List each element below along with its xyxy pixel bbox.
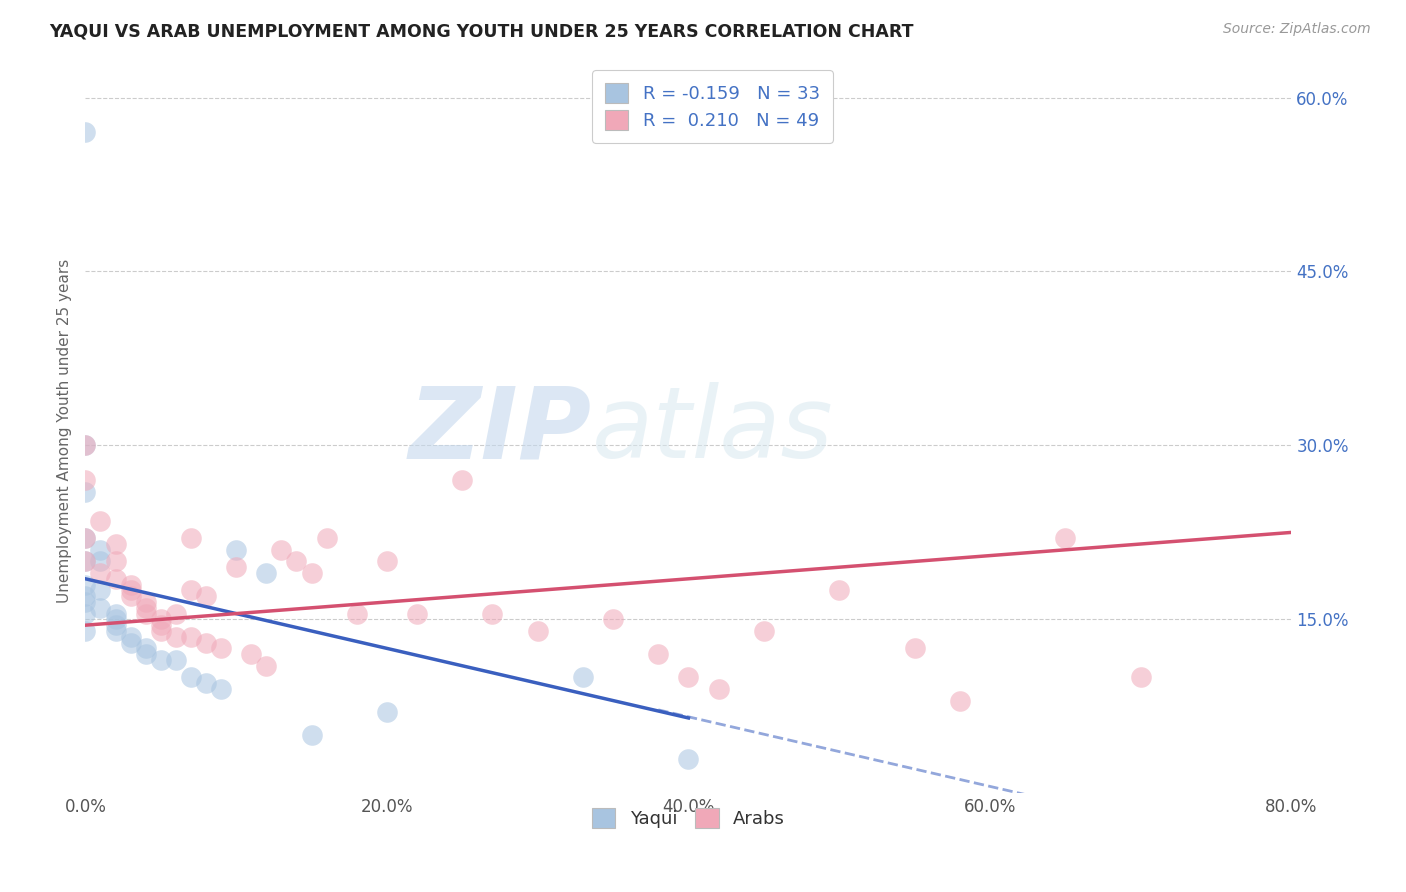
Point — [149, 612, 172, 626]
Point — [135, 595, 157, 609]
Point — [89, 554, 111, 568]
Point — [165, 607, 187, 621]
Point — [254, 658, 277, 673]
Point — [104, 612, 127, 626]
Point — [195, 676, 218, 690]
Point — [120, 583, 142, 598]
Point — [104, 618, 127, 632]
Point — [89, 566, 111, 580]
Point — [752, 624, 775, 638]
Point — [104, 537, 127, 551]
Point — [104, 624, 127, 638]
Point — [75, 438, 97, 452]
Point — [75, 595, 97, 609]
Point — [89, 542, 111, 557]
Point — [949, 693, 972, 707]
Point — [165, 653, 187, 667]
Point — [89, 600, 111, 615]
Legend: Yaqui, Arabs: Yaqui, Arabs — [585, 801, 792, 835]
Point — [75, 484, 97, 499]
Point — [602, 612, 624, 626]
Point — [120, 635, 142, 649]
Point — [149, 618, 172, 632]
Point — [225, 560, 247, 574]
Text: ZIP: ZIP — [409, 383, 592, 479]
Point — [315, 531, 337, 545]
Point — [301, 566, 323, 580]
Point — [195, 635, 218, 649]
Point — [75, 554, 97, 568]
Point — [75, 125, 97, 139]
Point — [346, 607, 368, 621]
Point — [104, 554, 127, 568]
Point — [135, 607, 157, 621]
Point — [75, 589, 97, 603]
Point — [135, 600, 157, 615]
Point — [301, 728, 323, 742]
Point — [75, 607, 97, 621]
Point — [120, 589, 142, 603]
Point — [75, 531, 97, 545]
Text: atlas: atlas — [592, 383, 834, 479]
Point — [1129, 670, 1152, 684]
Point — [828, 583, 851, 598]
Point — [180, 531, 202, 545]
Point — [572, 670, 595, 684]
Text: YAQUI VS ARAB UNEMPLOYMENT AMONG YOUTH UNDER 25 YEARS CORRELATION CHART: YAQUI VS ARAB UNEMPLOYMENT AMONG YOUTH U… — [49, 22, 914, 40]
Point — [180, 630, 202, 644]
Point — [120, 630, 142, 644]
Point — [165, 630, 187, 644]
Y-axis label: Unemployment Among Youth under 25 years: Unemployment Among Youth under 25 years — [58, 259, 72, 603]
Point — [406, 607, 429, 621]
Point — [104, 572, 127, 586]
Point — [270, 542, 292, 557]
Point — [180, 583, 202, 598]
Point — [678, 670, 700, 684]
Point — [240, 647, 263, 661]
Point — [89, 514, 111, 528]
Point — [375, 554, 398, 568]
Point — [225, 542, 247, 557]
Point — [75, 554, 97, 568]
Point — [647, 647, 669, 661]
Point — [903, 641, 925, 656]
Point — [75, 577, 97, 591]
Point — [135, 641, 157, 656]
Point — [451, 473, 474, 487]
Point — [526, 624, 548, 638]
Point — [180, 670, 202, 684]
Point — [89, 583, 111, 598]
Point — [75, 473, 97, 487]
Point — [149, 624, 172, 638]
Point — [75, 624, 97, 638]
Point — [104, 607, 127, 621]
Point — [678, 751, 700, 765]
Point — [75, 438, 97, 452]
Point — [481, 607, 503, 621]
Point — [209, 641, 232, 656]
Point — [75, 531, 97, 545]
Point — [254, 566, 277, 580]
Point — [375, 705, 398, 719]
Point — [209, 681, 232, 696]
Text: Source: ZipAtlas.com: Source: ZipAtlas.com — [1223, 22, 1371, 37]
Point — [149, 653, 172, 667]
Point — [285, 554, 308, 568]
Point — [135, 647, 157, 661]
Point — [120, 577, 142, 591]
Point — [195, 589, 218, 603]
Point — [1054, 531, 1077, 545]
Point — [707, 681, 730, 696]
